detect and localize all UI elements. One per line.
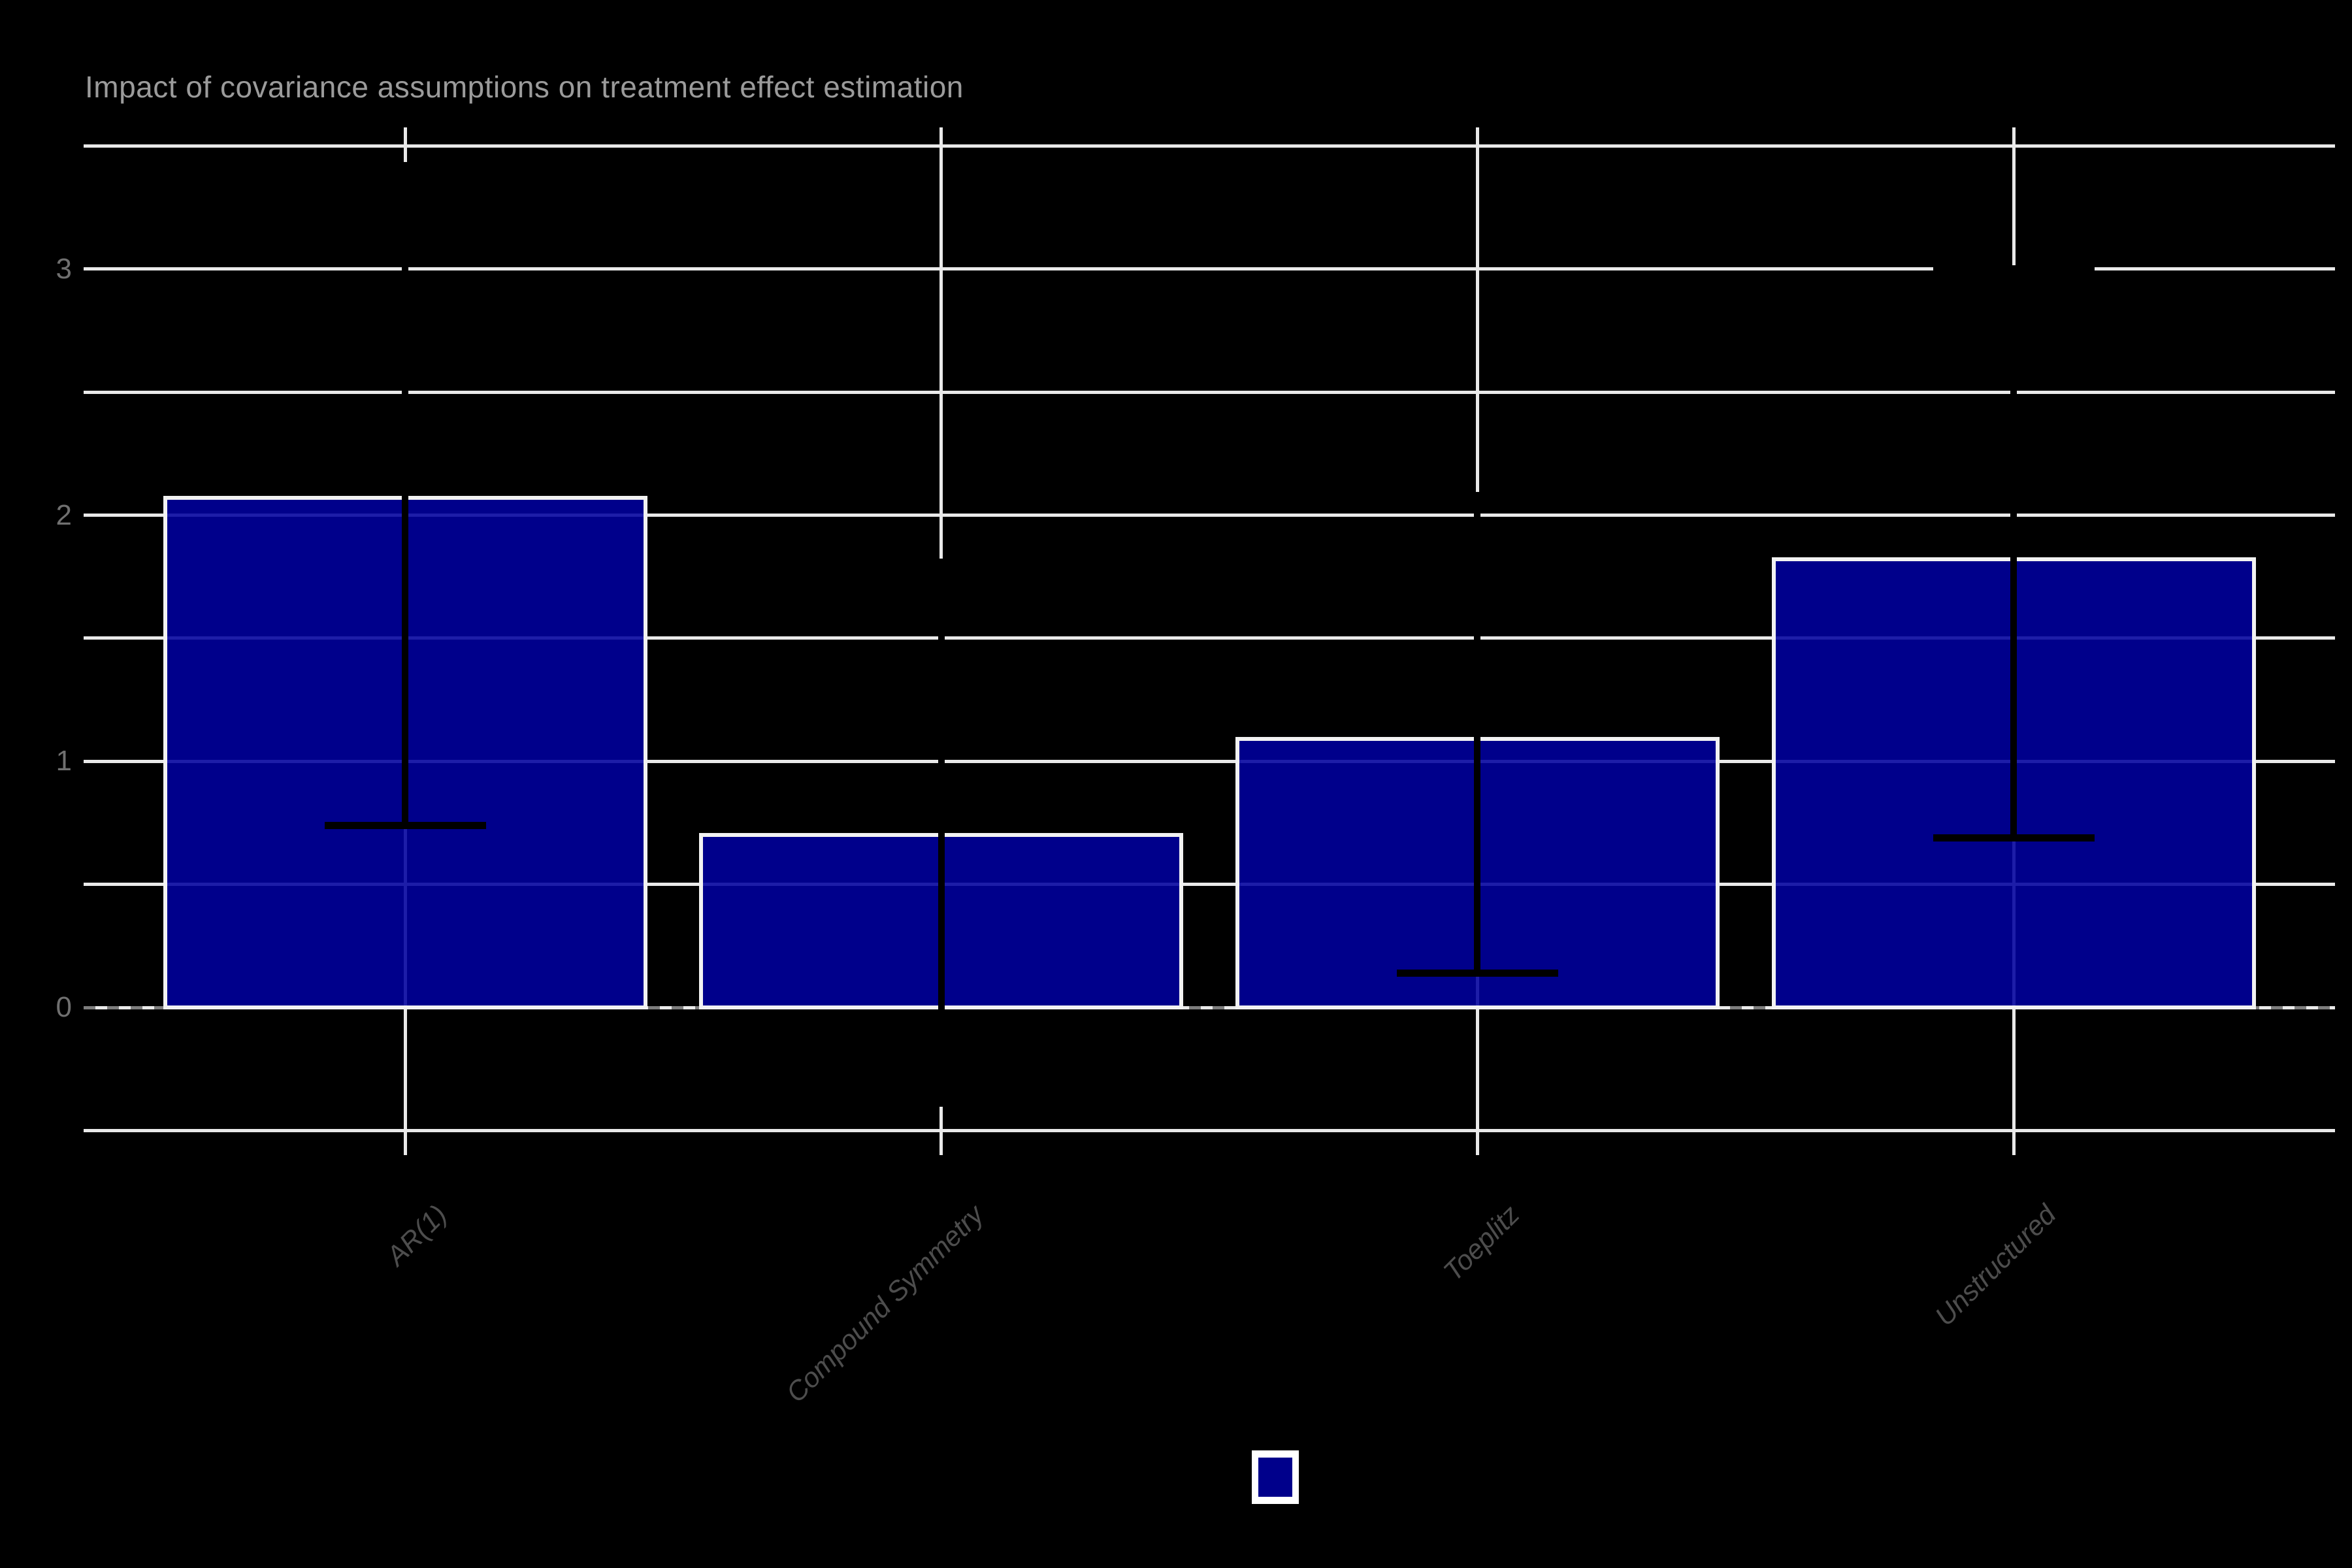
x-tick-label-2: Compound Symmetry — [779, 1199, 989, 1409]
gridline-y-0.5 — [84, 883, 2335, 887]
gridline-y-3.5 — [84, 144, 2335, 148]
error-bar-cap-high-1 — [324, 162, 486, 170]
error-bar-cap-high-4 — [1933, 265, 2095, 273]
gridline-y-2.0 — [84, 514, 2335, 517]
error-bar-cap-low-2 — [860, 1100, 1022, 1107]
gridline-y-3.0 — [84, 267, 2335, 271]
gridline-y-1.5 — [84, 636, 2335, 640]
error-bar-cap-high-2 — [860, 558, 1022, 566]
error-bar-cap-low-3 — [1396, 969, 1558, 977]
y-tick-label-3: 3 — [56, 252, 72, 285]
gridline-y-1.0 — [84, 759, 2335, 763]
error-bar-line-2 — [938, 562, 945, 1103]
error-bar-cap-high-3 — [1396, 491, 1558, 499]
x-tick-label-3: Toeplitz — [1437, 1199, 1526, 1287]
error-bar-line-1 — [402, 165, 408, 826]
y-tick-label-0: 0 — [56, 991, 72, 1023]
y-tick-label-1: 1 — [56, 745, 72, 777]
error-bar-cap-low-4 — [1933, 834, 2095, 841]
gridline-y-2.5 — [84, 390, 2335, 394]
gridline-y--0.5 — [84, 1128, 2335, 1132]
x-tick-label-1: AR(1) — [380, 1199, 453, 1271]
error-bar-line-3 — [1474, 495, 1481, 973]
x-tick-label-4: Unstructured — [1929, 1199, 2062, 1332]
error-bar-line-4 — [2010, 269, 2017, 838]
chart-title: Impact of covariance assumptions on trea… — [85, 70, 964, 104]
legend-key-swatch — [1256, 1456, 1294, 1499]
error-bar-cap-low-1 — [324, 821, 486, 829]
y-tick-label-2: 2 — [56, 498, 72, 531]
zero-dashed-line — [84, 1005, 2335, 1009]
